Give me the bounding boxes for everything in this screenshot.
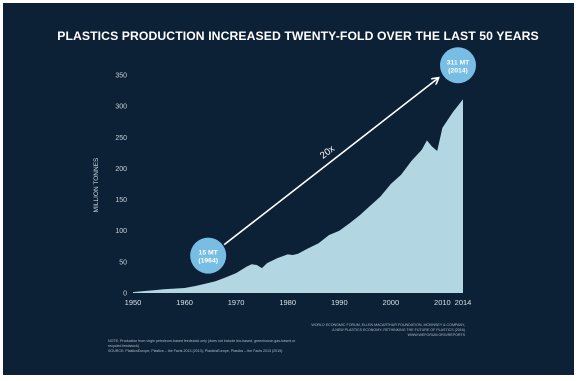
y-tick-label: 50: [119, 259, 127, 266]
credit-line-3: WWW.WEFORUM.ORG/REPORTS: [408, 333, 466, 337]
x-tick-label: 1990: [331, 298, 348, 307]
end-bubble-circle: [440, 47, 476, 84]
y-tick-label: 350: [115, 73, 127, 80]
footnote: NOTE: Production from virgin petroleum-b…: [108, 339, 296, 353]
x-tick-label: 2010: [434, 298, 451, 307]
credit-line-2: A NEW PLASTICS ECONOMY: RETHINKING THE F…: [332, 328, 465, 332]
x-axis-ticks: 1950 1960 1970 1980 1990 2000 2010 2014: [125, 298, 472, 307]
x-tick-label: 1980: [279, 298, 296, 307]
note-line-3: SOURCE: PlasticsEurope, Plastics – the F…: [108, 349, 283, 353]
y-tick-label: 0: [123, 291, 127, 298]
y-tick-label: 250: [115, 135, 127, 142]
chart-title: PLASTICS PRODUCTION INCREASED TWENTY-FOL…: [57, 29, 539, 43]
chart-panel: [3, 3, 574, 375]
x-tick-label: 1950: [125, 298, 142, 307]
start-bubble-year: (1964): [198, 258, 218, 265]
note-line-1: NOTE: Production from virgin petroleum-b…: [108, 339, 296, 343]
y-tick-label: 200: [115, 166, 127, 173]
credit-line-1: WORLD ECONOMIC FORUM, ELLEN MACARTHUR FO…: [311, 323, 465, 327]
y-tick-label: 300: [115, 104, 127, 111]
x-tick-label: 1970: [228, 298, 245, 307]
y-axis-label: MILLION TONNES: [93, 157, 100, 212]
start-bubble-circle: [190, 237, 227, 274]
production-area: [133, 99, 463, 293]
growth-arrow: [223, 78, 438, 246]
y-axis-ticks: 0 50 100 150 200 250 300 350: [115, 73, 127, 298]
end-bubble-value: 311 MT: [447, 59, 471, 66]
x-tick-label: 2000: [382, 298, 399, 307]
start-bubble: 15 MT (1964): [190, 237, 227, 274]
y-tick-label: 100: [115, 228, 127, 235]
x-tick-label: 2014: [455, 298, 472, 307]
credits: WORLD ECONOMIC FORUM, ELLEN MACARTHUR FO…: [311, 323, 465, 337]
x-tick-label: 1960: [176, 298, 193, 307]
end-bubble: 311 MT (2014): [440, 47, 476, 84]
note-line-2: recycled feedstock): [108, 344, 139, 348]
y-tick-label: 150: [115, 197, 127, 204]
start-bubble-value: 15 MT: [199, 250, 219, 257]
end-bubble-year: (2014): [448, 67, 468, 74]
